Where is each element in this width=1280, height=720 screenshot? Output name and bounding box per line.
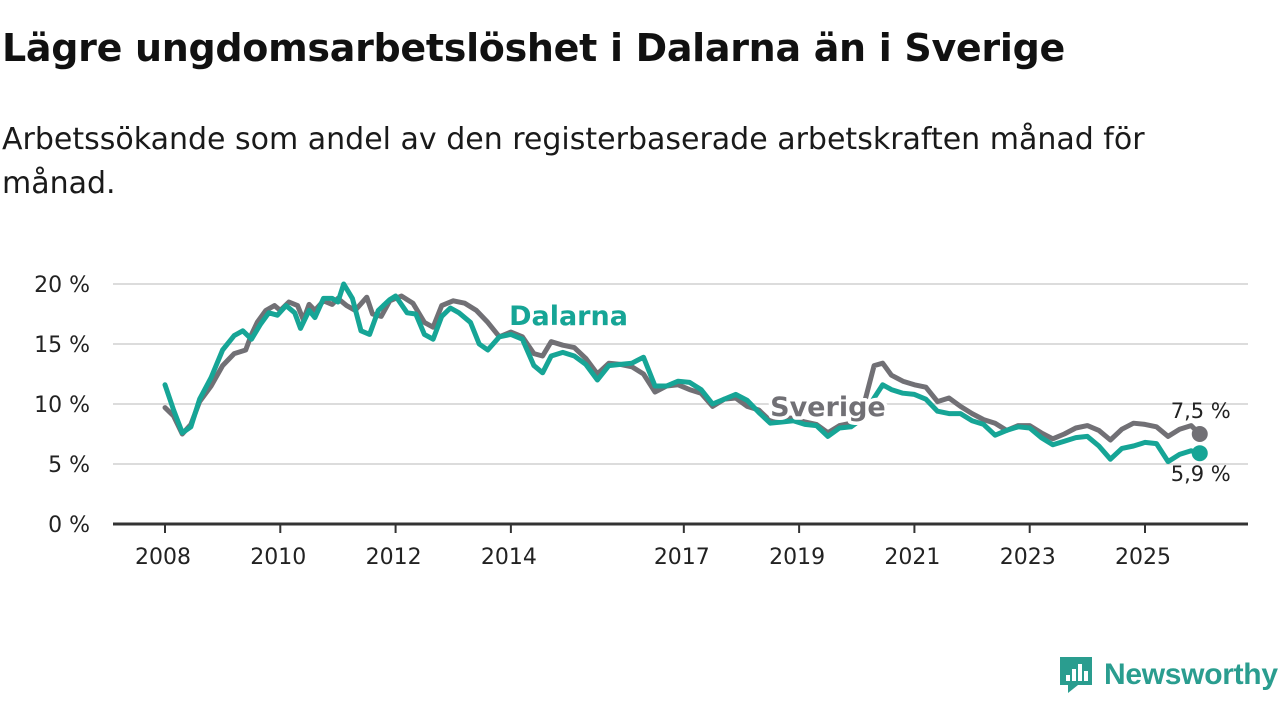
x-tick-label: 2025 bbox=[1115, 545, 1171, 570]
logo-bar-4 bbox=[1084, 671, 1088, 681]
end-marker-dalarna bbox=[1191, 445, 1208, 462]
end-marker-sverige bbox=[1191, 426, 1208, 442]
logo-bar-2 bbox=[1072, 669, 1076, 681]
newsworthy-logo[interactable]: Newsworthy bbox=[1058, 655, 1278, 695]
end-value-label-sverige: 7,5 % bbox=[1171, 399, 1231, 423]
series-line-dalarna bbox=[162, 281, 1203, 465]
x-tick-label: 2021 bbox=[884, 545, 940, 570]
newsworthy-logo-text: Newsworthy bbox=[1104, 658, 1278, 691]
series-label-dalarna: Dalarna bbox=[509, 301, 628, 332]
y-axis-tick-labels: 0 % 5 % 10 % 15 % 20 % bbox=[34, 273, 90, 538]
series-label-sverige: Sverige bbox=[770, 392, 886, 423]
chart-subtitle: Arbetssökande som andel av den registerb… bbox=[2, 122, 1145, 201]
logo-bar-3 bbox=[1078, 664, 1082, 681]
x-tick-label: 2017 bbox=[654, 545, 710, 570]
series-line-sverige bbox=[162, 293, 1203, 443]
chart-title: Lägre ungdomsarbetslöshet i Dalarna än i… bbox=[2, 26, 1065, 70]
series-label-halo: Sverige bbox=[770, 392, 886, 423]
x-tick-label: 2008 bbox=[135, 545, 191, 570]
x-tick-label: 2014 bbox=[481, 545, 537, 570]
x-tick-label: 2010 bbox=[250, 545, 306, 570]
y-tick-label: 5 % bbox=[48, 453, 90, 478]
series-lines bbox=[162, 281, 1208, 465]
y-tick-label: 0 % bbox=[48, 513, 90, 538]
y-tick-label: 20 % bbox=[34, 273, 90, 298]
x-tick-label: 2019 bbox=[769, 545, 825, 570]
x-tick-label: 2023 bbox=[1000, 545, 1056, 570]
series-label-halo: Dalarna bbox=[509, 301, 628, 332]
x-axis: 2008 2010 2012 2014 2017 2019 2021 2023 2025 bbox=[113, 522, 1248, 570]
end-value-label-dalarna: 5,9 % bbox=[1171, 462, 1231, 486]
x-tick-label: 2012 bbox=[366, 545, 422, 570]
y-tick-label: 10 % bbox=[34, 393, 90, 418]
grid-lines bbox=[113, 283, 1248, 465]
line-chart: 0 %5 %10 %15 %20 % 2008 2010 2012 2014 2017 2… bbox=[34, 273, 1248, 570]
y-tick-label: 15 % bbox=[34, 333, 90, 358]
logo-bar-1 bbox=[1066, 675, 1070, 681]
newsworthy-logo-icon bbox=[1060, 657, 1092, 693]
